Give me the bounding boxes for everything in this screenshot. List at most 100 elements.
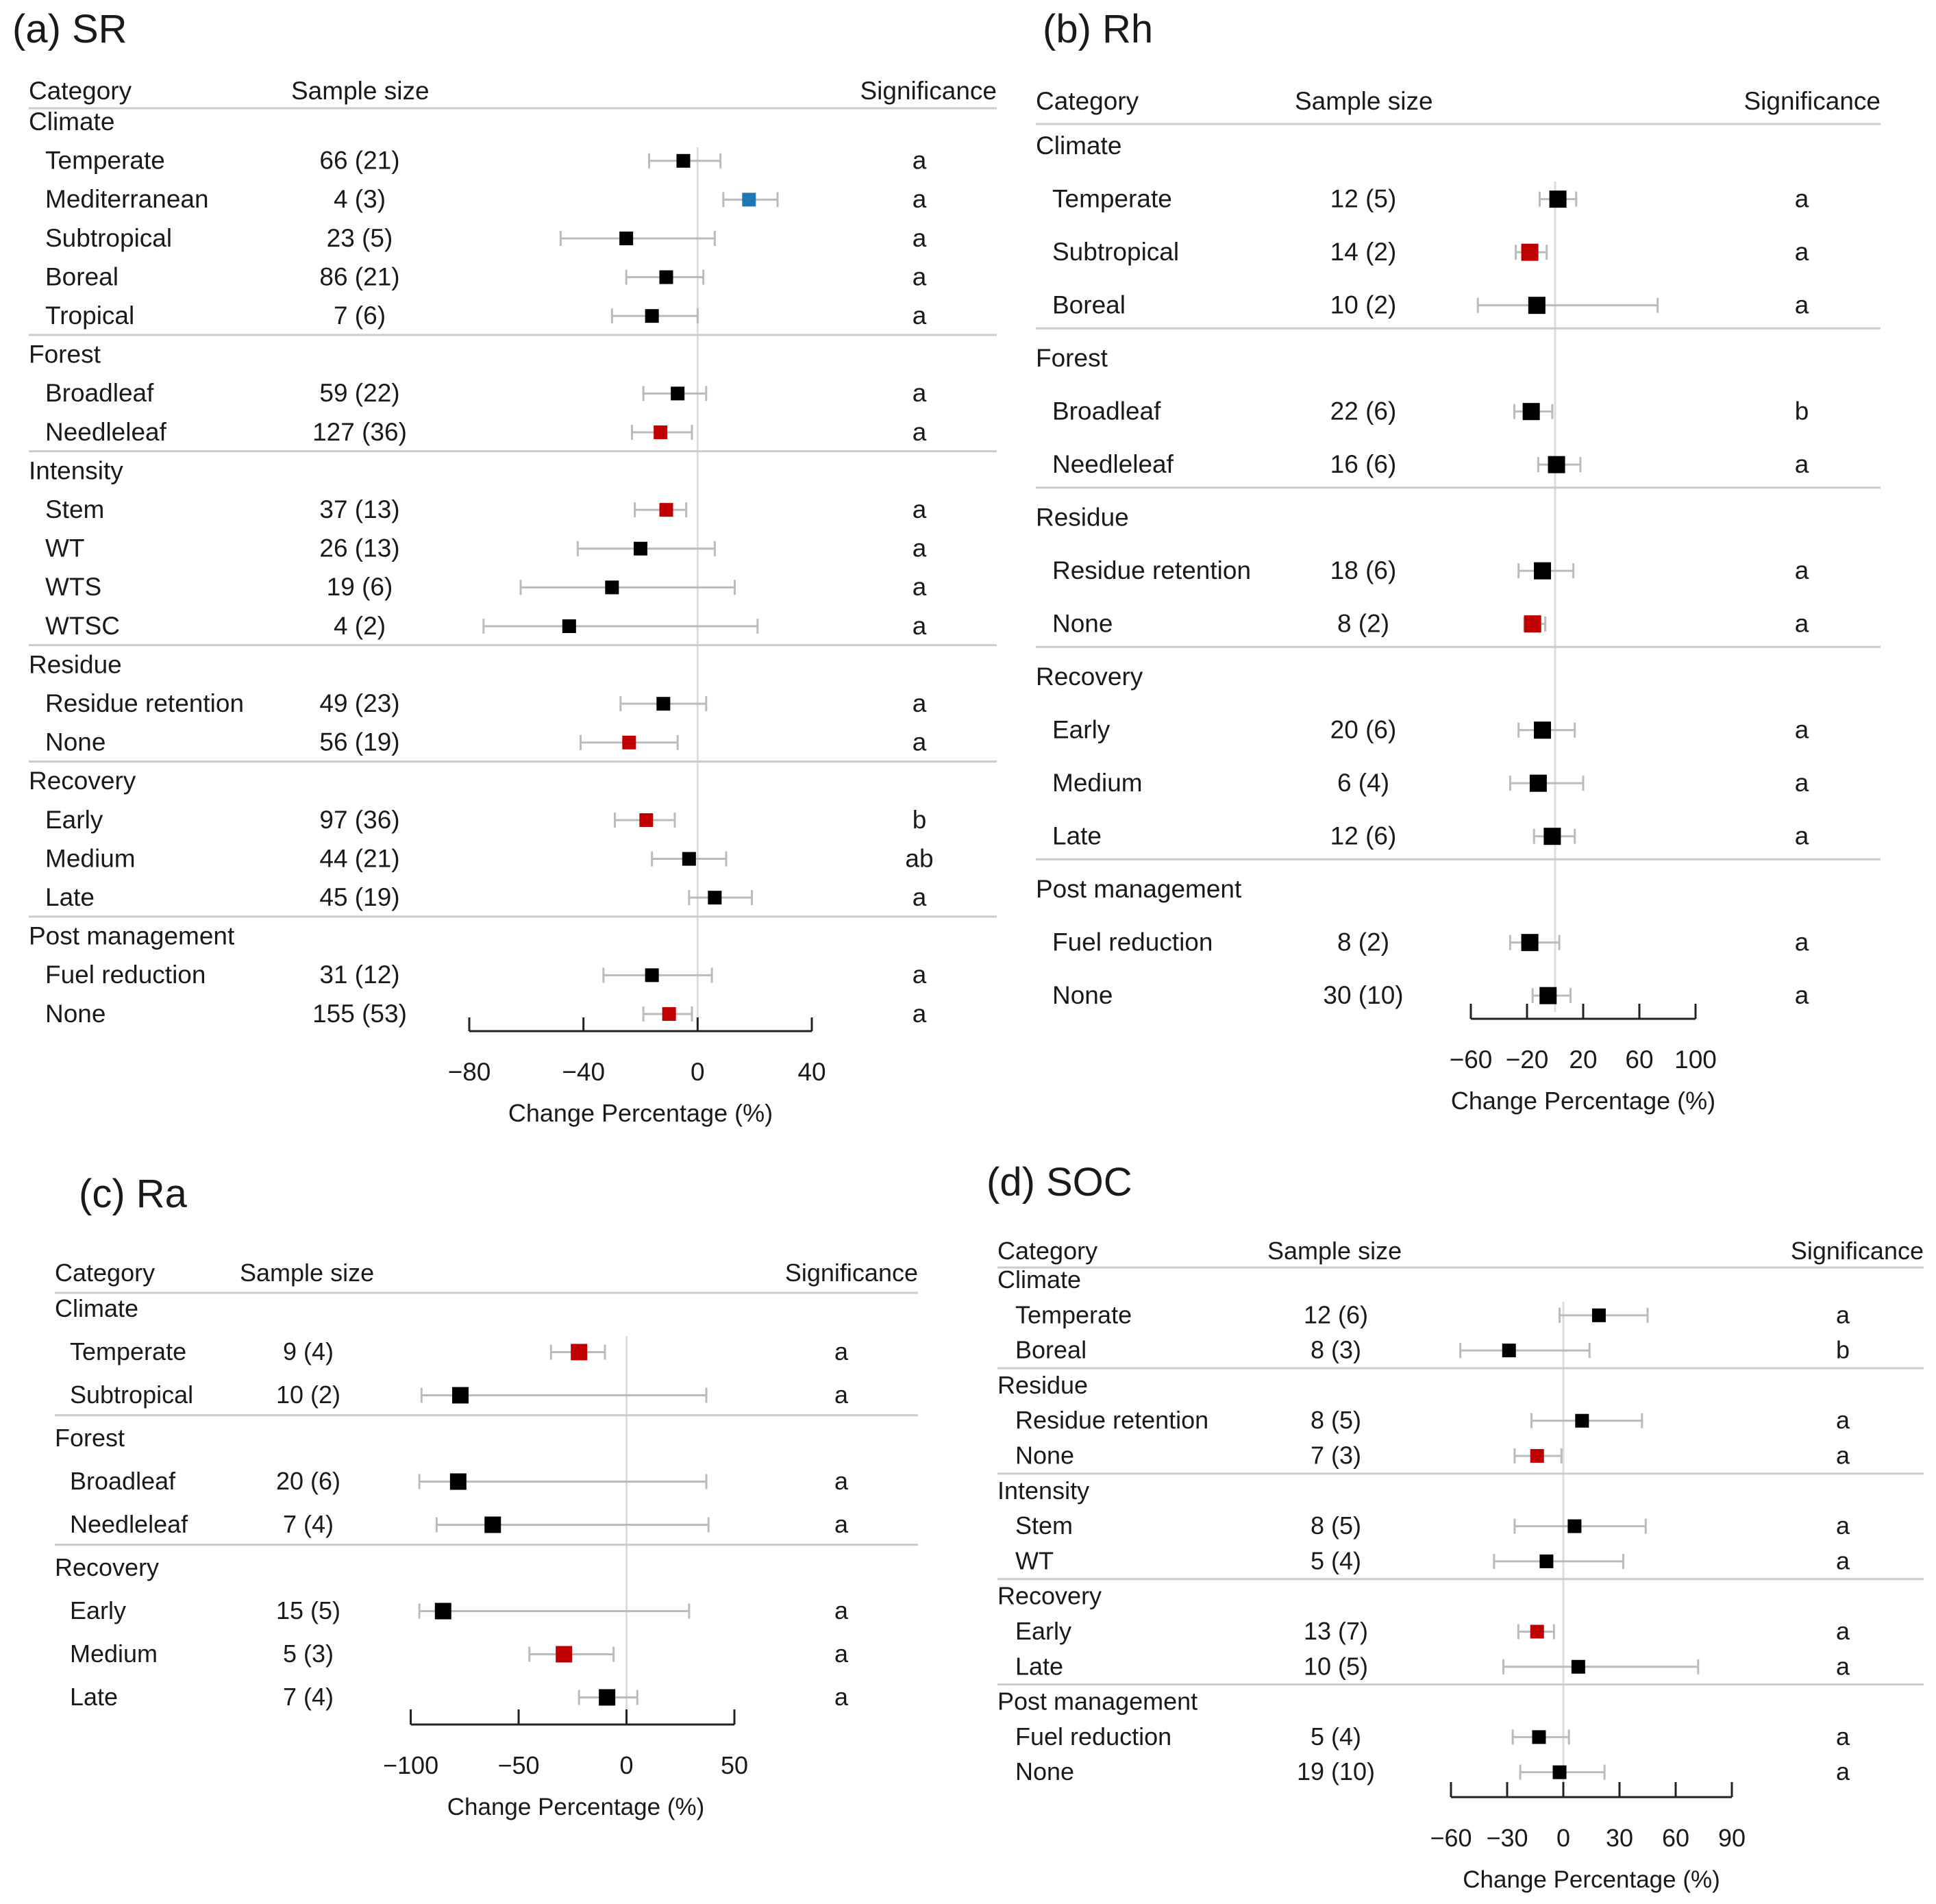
row-sample-size: 7 (4)	[283, 1683, 334, 1711]
row-significance: a	[1795, 981, 1809, 1009]
panel-title: (a) SR	[12, 7, 127, 51]
row-label: Fuel reduction	[1052, 928, 1213, 956]
row-label: WT	[45, 534, 85, 562]
row-significance: a	[913, 573, 927, 601]
table-row: Residue retention 18 (6) a	[1052, 556, 1809, 584]
row-label: None	[45, 1000, 106, 1028]
row-label: Stem	[1015, 1511, 1073, 1540]
row-sample-size: 8 (5)	[1311, 1511, 1361, 1540]
row-significance: a	[1795, 822, 1809, 850]
row-sample-size: 8 (2)	[1337, 610, 1389, 638]
header-significance: Significance	[1791, 1237, 1924, 1265]
row-label: Boreal	[1015, 1336, 1087, 1364]
row-sample-size: 5 (4)	[1311, 1546, 1361, 1574]
table-row: Early 20 (6) a	[1052, 716, 1809, 744]
row-significance: a	[913, 379, 927, 407]
row-significance: a	[1836, 1406, 1850, 1434]
table-row: Needleleaf 127 (36) a	[45, 418, 927, 446]
row-label: Subtropical	[1052, 238, 1179, 266]
row-label: None	[1052, 610, 1113, 638]
row-sample-size: 19 (10)	[1297, 1757, 1375, 1785]
row-label: Fuel reduction	[1015, 1722, 1171, 1751]
row-label: Late	[1015, 1652, 1063, 1680]
row-sample-size: 8 (3)	[1311, 1336, 1361, 1364]
row-significance: b	[1836, 1336, 1850, 1364]
x-tick-label: −60	[1450, 1046, 1493, 1074]
point-estimate	[1532, 1730, 1546, 1744]
row-sample-size: 20 (6)	[1330, 716, 1397, 744]
row-significance: a	[834, 1510, 849, 1538]
table-row: None 155 (53) a	[45, 1000, 927, 1028]
row-sample-size: 7 (6)	[334, 301, 386, 330]
table-row: Subtropical 23 (5) a	[45, 224, 927, 252]
row-significance: a	[913, 1000, 927, 1028]
row-label: Early	[70, 1596, 126, 1624]
row-sample-size: 4 (3)	[334, 185, 386, 213]
row-significance: a	[1795, 769, 1809, 797]
table-row: Medium 44 (21) ab	[45, 844, 934, 872]
point-estimate	[622, 735, 636, 750]
row-significance: ab	[905, 844, 933, 872]
row-label: Residue retention	[45, 689, 244, 717]
row-sample-size: 18 (6)	[1330, 556, 1397, 584]
row-sample-size: 12 (5)	[1330, 185, 1397, 213]
table-row: None 8 (2) a	[1052, 610, 1809, 638]
point-estimate	[1549, 190, 1567, 208]
point-estimate	[434, 1603, 451, 1620]
group-label: Climate	[29, 108, 114, 136]
point-estimate	[599, 1689, 616, 1706]
row-significance: a	[913, 418, 927, 446]
row-label: Late	[70, 1683, 118, 1711]
table-row: Temperate 9 (4) a	[70, 1337, 849, 1365]
point-estimate	[484, 1516, 501, 1533]
table-row: None 19 (10) a	[1015, 1757, 1850, 1785]
table-row: Subtropical 10 (2) a	[70, 1381, 849, 1409]
row-label: None	[1052, 981, 1113, 1009]
point-estimate	[449, 1473, 467, 1490]
table-row: Early 15 (5) a	[70, 1596, 849, 1624]
header-category: Category	[1036, 87, 1139, 115]
row-sample-size: 15 (5)	[276, 1596, 340, 1624]
x-tick-label: 40	[797, 1058, 826, 1086]
table-row: Temperate 66 (21) a	[45, 147, 927, 175]
row-label: Residue retention	[1052, 556, 1251, 584]
table-row: Early 97 (36) b	[45, 806, 926, 834]
row-label: Boreal	[45, 262, 119, 290]
row-label: Broadleaf	[1052, 397, 1161, 425]
table-row: Late 12 (6) a	[1052, 822, 1809, 850]
table-row: Medium 6 (4) a	[1052, 769, 1809, 797]
table-row: None 7 (3) a	[1015, 1442, 1850, 1470]
row-significance: a	[1836, 1442, 1850, 1470]
row-significance: a	[1836, 1652, 1850, 1680]
point-estimate	[1571, 1659, 1585, 1674]
point-estimate	[1534, 562, 1552, 580]
row-label: Early	[1052, 716, 1110, 744]
x-tick-label: 60	[1625, 1046, 1653, 1074]
row-significance: a	[913, 728, 927, 756]
x-tick-label: −100	[383, 1751, 438, 1779]
header-sample-size: Sample size	[1295, 87, 1433, 115]
table-row: Fuel reduction 31 (12) a	[45, 961, 927, 989]
x-tick-label: −50	[497, 1751, 539, 1779]
row-significance: a	[913, 689, 927, 717]
row-label: WTS	[45, 573, 101, 601]
group-label: Recovery	[29, 767, 136, 795]
point-estimate	[645, 309, 659, 323]
row-label: Needleleaf	[1052, 450, 1174, 478]
x-axis-label: Change Percentage (%)	[1463, 1866, 1720, 1893]
row-sample-size: 14 (2)	[1330, 238, 1397, 266]
row-label: Temperate	[1052, 185, 1172, 213]
row-label: Subtropical	[70, 1381, 193, 1409]
point-estimate	[1575, 1413, 1589, 1428]
table-row: Late 45 (19) a	[45, 883, 927, 911]
table-row: WT 26 (13) a	[45, 534, 927, 562]
row-significance: a	[1836, 1722, 1850, 1751]
point-estimate	[659, 503, 673, 517]
sr-panel: (a) SR Category Sample size Significance Cli…	[12, 7, 997, 1127]
table-row: Residue retention 8 (5) a	[1015, 1406, 1850, 1434]
point-estimate	[1530, 1448, 1544, 1463]
row-sample-size: 16 (6)	[1330, 450, 1397, 478]
row-significance: a	[913, 961, 927, 989]
panel-title: (d) SOC	[986, 1160, 1132, 1204]
